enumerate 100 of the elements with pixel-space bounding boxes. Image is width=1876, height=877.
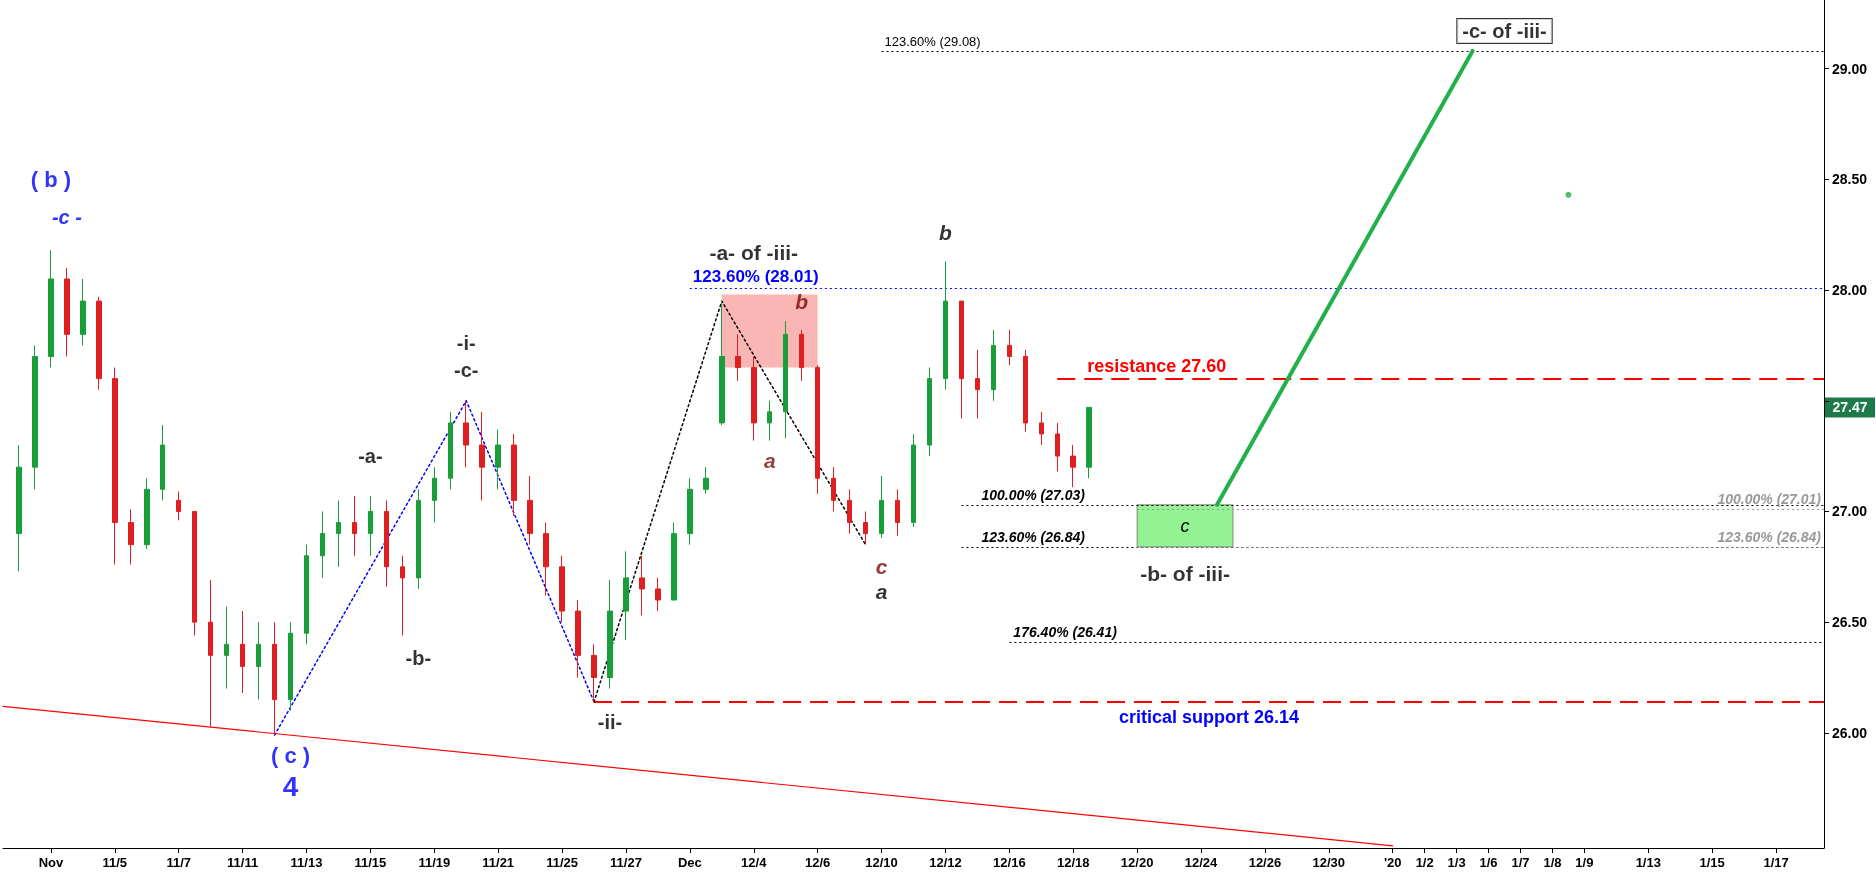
candlestick: [448, 411, 453, 490]
candlestick: [1086, 406, 1092, 479]
annotation: -a-: [358, 445, 383, 468]
annotation: -b-: [405, 646, 432, 669]
annotation: -c -: [51, 205, 83, 228]
y-tick-label: 28.00: [1832, 282, 1868, 299]
candlestick: [639, 555, 645, 617]
band-label: c: [1180, 515, 1190, 536]
candlestick: [543, 522, 549, 597]
text: 27.47: [1832, 399, 1868, 416]
x-tick-label: 1/2: [1415, 855, 1434, 870]
candlestick: [687, 477, 693, 546]
candlestick: [160, 424, 165, 501]
annotation: c: [875, 555, 888, 579]
candlestick: [655, 577, 661, 612]
annotation: b: [795, 289, 809, 313]
candlestick: [384, 499, 389, 588]
x-tick-label: 11/7: [166, 855, 192, 870]
candlestick: [783, 320, 788, 439]
candlestick: [320, 510, 325, 579]
x-tick-label: 11/21: [482, 855, 515, 870]
candlestick: [991, 329, 996, 402]
x-tick-label: 11/13: [290, 855, 323, 870]
candlestick: [400, 555, 405, 636]
candlestick: [416, 488, 421, 590]
candlestick: [623, 550, 629, 641]
x-tick-label: 12/12: [929, 855, 962, 870]
candlestick: [959, 300, 964, 419]
x-tick-label: 11/27: [610, 855, 642, 870]
x-tick-label: 12/10: [865, 855, 898, 870]
candlestick: [575, 599, 581, 679]
x-tick-label: Nov: [38, 855, 64, 870]
x-tick-label: 12/18: [1056, 855, 1090, 870]
x-tick-label: 1/6: [1479, 855, 1498, 870]
candlestick: [336, 499, 341, 568]
candlestick: [192, 510, 197, 636]
candlestick: [495, 429, 501, 490]
annotation: 4: [282, 770, 299, 802]
x-tick-label: 12/26: [1248, 855, 1282, 870]
y-tick-label: 26.00: [1832, 724, 1868, 741]
candlestick: [607, 579, 613, 690]
candlestick: [32, 344, 38, 490]
candlestick: [879, 475, 884, 539]
x-tick-label: 11/5: [102, 855, 128, 870]
x-tick-label: Dec: [677, 855, 702, 870]
annotation: ( c ): [270, 742, 311, 768]
x-tick-label: 11/19: [418, 855, 451, 870]
annotation: -c-: [454, 358, 479, 381]
x-tick-label: 1/3: [1447, 855, 1466, 870]
candlestick: [671, 522, 677, 601]
y-tick-label: 26.50: [1832, 614, 1868, 631]
candlestick: [463, 400, 469, 468]
candlestick: [591, 643, 597, 703]
candlestick: [96, 296, 102, 391]
y-tick-label: 29.00: [1832, 60, 1868, 77]
annotation: -a- of -iii-: [709, 240, 799, 264]
candlestick: [895, 488, 900, 537]
annotation: ( b ): [30, 166, 72, 192]
candlestick: [1055, 422, 1060, 473]
x-tick-label: 1/9: [1575, 855, 1594, 870]
annotation: a: [763, 449, 776, 473]
ref-line-label: 100.00% (27.01): [1717, 491, 1822, 508]
x-tick-label: 1/13: [1635, 855, 1661, 870]
candlestick: [719, 300, 725, 426]
ref-line-label: critical support 26.14: [1118, 706, 1300, 727]
annotation: -ii-: [597, 710, 623, 733]
candlestick: [352, 495, 357, 557]
candlestick: [863, 510, 868, 546]
candlestick: [272, 621, 277, 736]
candlestick: [1070, 444, 1076, 488]
ref-line-label: 123.60% (29.08): [884, 33, 981, 49]
candlestick: [256, 621, 261, 701]
candlestick: [16, 444, 22, 572]
candlestick: [927, 367, 932, 457]
candlestick: [1023, 349, 1028, 433]
x-tick-label: 11/15: [354, 855, 387, 870]
candlestick: [128, 508, 134, 566]
y-tick-label: 27.00: [1832, 503, 1868, 520]
annotation: -i-: [456, 332, 476, 355]
candlestick: [224, 606, 229, 690]
candlestick: [48, 249, 54, 369]
x-tick-label: 12/4: [741, 855, 768, 870]
x-tick-label: 1/7: [1511, 855, 1530, 870]
x-tick-label: 12/16: [993, 855, 1026, 870]
candlestick: [831, 466, 836, 512]
candlestick: [112, 367, 118, 566]
candlestick: [527, 475, 533, 546]
ref-line-label: 176.40% (26.41): [1013, 624, 1118, 641]
ref-line-label: 100.00% (27.03): [981, 486, 1086, 503]
candlestick: [751, 355, 757, 442]
candlestick: [64, 267, 70, 357]
ref-line-label: 123.60% (26.84): [981, 528, 1086, 545]
x-tick-label: 12/20: [1120, 855, 1154, 870]
candlestick: [911, 433, 916, 528]
candlestick: [432, 466, 437, 524]
candlestick: [559, 555, 565, 623]
candlestick: [80, 278, 86, 346]
candlestick: [847, 488, 852, 535]
ref-line-label: resistance 27.60: [1087, 355, 1227, 376]
x-tick-label: 11/25: [546, 855, 578, 870]
